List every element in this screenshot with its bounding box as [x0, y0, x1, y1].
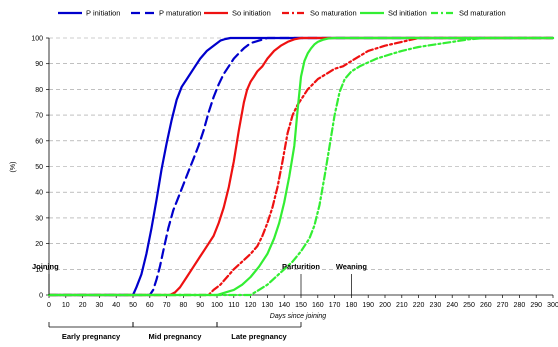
x-tick-label: 0 — [47, 302, 51, 309]
series-line-sd-initiation — [47, 36, 555, 297]
legend-label: Sd initiation — [388, 9, 427, 18]
series-line-so-initiation — [47, 36, 555, 297]
legend-label: Sd maturation — [459, 9, 506, 18]
y-tick-label: 0 — [39, 293, 43, 300]
annotation-label: Joining — [32, 262, 59, 271]
x-tick-label: 280 — [514, 302, 526, 309]
x-tick-label: 110 — [228, 302, 239, 309]
series-line-so-maturation — [47, 36, 555, 297]
x-tick-label: 180 — [346, 302, 358, 309]
x-tick-label: 30 — [96, 302, 104, 309]
legend-label: So initiation — [232, 9, 271, 18]
x-tick-label: 250 — [463, 302, 475, 309]
x-tick-label: 140 — [278, 302, 290, 309]
x-tick-label: 150 — [295, 302, 307, 309]
legend: P initiation P maturation So initiation So … — [58, 9, 506, 18]
series-lines — [47, 36, 555, 297]
phase-label: Early pregnancy — [62, 332, 121, 341]
y-tick-label: 100 — [31, 36, 43, 43]
y-axis-label: (%) — [10, 162, 17, 173]
series-line-sd-maturation — [47, 36, 555, 297]
x-tick-label: 210 — [396, 302, 408, 309]
x-axis-label: Days since joining — [270, 313, 327, 320]
y-tick-label: 30 — [35, 215, 43, 222]
x-tick-label: 100 — [211, 302, 223, 309]
phase-label: Mid pregnancy — [149, 332, 203, 341]
x-tick-label: 270 — [497, 302, 509, 309]
x-tick-label: 230 — [430, 302, 442, 309]
series-line-p-initiation — [47, 36, 555, 297]
phase-label: Late pregnancy — [231, 332, 287, 341]
x-tick-label: 220 — [413, 302, 425, 309]
y-tick-label: 50 — [35, 164, 43, 171]
x-tick-label: 60 — [146, 302, 154, 309]
x-axis-ticks: 0 10 20 30 40 50 60 70 80 90 100 110 120 130 140 150 160… — [47, 295, 558, 309]
legend-label: So maturation — [310, 9, 357, 18]
y-tick-label: 40 — [35, 190, 43, 197]
y-tick-label: 70 — [35, 113, 43, 120]
y-tick-label: 20 — [35, 241, 43, 248]
x-tick-label: 200 — [379, 302, 391, 309]
y-axis-ticks: 0 10 20 30 40 50 60 70 80 90 100 — [31, 36, 49, 300]
x-tick-label: 240 — [446, 302, 458, 309]
x-tick-label: 300 — [547, 302, 558, 309]
x-tick-label: 170 — [329, 302, 341, 309]
x-tick-label: 40 — [112, 302, 120, 309]
x-tick-label: 10 — [62, 302, 70, 309]
series-line-p-maturation — [47, 36, 555, 297]
x-tick-label: 90 — [196, 302, 204, 309]
annotation-label: Parturition — [282, 262, 320, 271]
y-tick-label: 10 — [35, 267, 43, 274]
legend-label: P initiation — [86, 9, 120, 18]
annotation-label: Weaning — [336, 262, 368, 271]
x-tick-label: 70 — [163, 302, 171, 309]
legend-label: P maturation — [159, 9, 201, 18]
x-tick-label: 120 — [245, 302, 257, 309]
x-tick-label: 160 — [312, 302, 324, 309]
y-tick-label: 80 — [35, 87, 43, 94]
y-tick-label: 90 — [35, 61, 43, 68]
x-tick-label: 50 — [129, 302, 137, 309]
x-tick-label: 190 — [362, 302, 374, 309]
x-tick-label: 20 — [79, 302, 87, 309]
x-tick-label: 260 — [480, 302, 492, 309]
x-tick-label: 80 — [180, 302, 188, 309]
y-tick-label: 60 — [35, 138, 43, 145]
annotations: Joining Parturition Weaning — [32, 262, 367, 295]
x-tick-label: 290 — [530, 302, 542, 309]
phase-brackets: Early pregnancy Mid pregnancy Late pregnan… — [48, 322, 302, 341]
x-tick-label: 130 — [262, 302, 274, 309]
